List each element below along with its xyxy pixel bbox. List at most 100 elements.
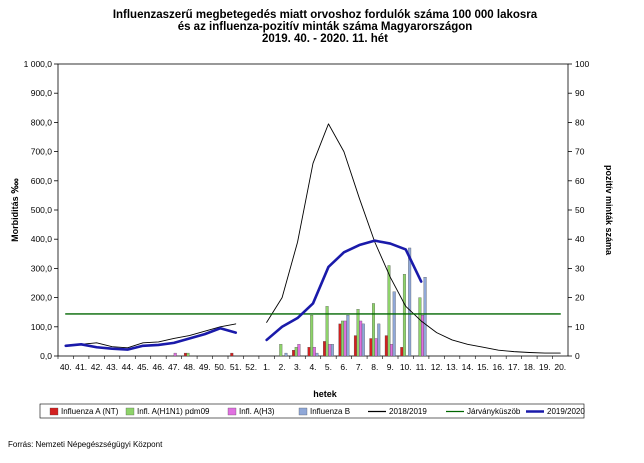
legend-swatch <box>298 407 308 416</box>
bar <box>390 344 394 357</box>
x-tick-label: 13. <box>446 362 458 372</box>
x-tick-label: 52. <box>245 362 257 372</box>
bar <box>384 335 388 357</box>
legend-label: Influenza A (NT) <box>61 407 119 416</box>
bar <box>279 344 283 357</box>
legend-label: Járványküszöb <box>467 407 521 416</box>
bar <box>387 265 391 357</box>
bar <box>418 297 422 357</box>
bar <box>183 352 187 357</box>
y-tick-label-right: 0 <box>575 351 580 361</box>
x-tick-label: 41. <box>75 362 87 372</box>
bar <box>353 335 357 357</box>
y-tick-label-left: 0,0 <box>40 351 52 361</box>
bar <box>328 344 332 357</box>
bar <box>325 306 329 357</box>
bar <box>400 347 404 357</box>
x-tick-label: 6. <box>340 362 347 372</box>
y-tick-label-right: 80 <box>575 117 585 127</box>
y-tick-label-left: 1 000,0 <box>24 59 53 69</box>
x-tick-label: 47. <box>168 362 180 372</box>
chart-title-line: 2019. 40. - 2020. 11. hét <box>262 33 388 45</box>
plot-border <box>57 63 569 357</box>
y-axis-label-left: Morbiditás ‱ <box>10 178 20 242</box>
bar-series <box>173 247 427 357</box>
bar <box>408 247 412 357</box>
x-tick-label: 9. <box>387 362 394 372</box>
chart-title-line: Influenzaszerű megbetegedés miatt orvosh… <box>113 9 538 21</box>
y-tick-label-right: 60 <box>575 176 585 186</box>
x-tick-label: 16. <box>493 362 505 372</box>
y-tick-label-right: 20 <box>575 293 585 303</box>
x-tick-label: 11. <box>416 362 427 372</box>
x-tick-label: 46. <box>153 362 165 372</box>
legend: Influenza A (NT) Infl. A(H1N1) pdm09 Infl.… <box>39 403 585 419</box>
bar <box>402 274 406 357</box>
x-tick-label: 42. <box>91 362 103 372</box>
bar <box>392 291 396 357</box>
y-tick-label-left: 100,0 <box>31 322 53 332</box>
x-tick-label: 51. <box>230 362 242 372</box>
legend-label: Infl. A(H3) <box>239 407 275 416</box>
bar <box>341 320 345 357</box>
y-tick-label-right: 10 <box>575 322 585 332</box>
bar <box>374 338 378 357</box>
x-tick-label: 48. <box>183 362 195 372</box>
bar <box>323 341 326 357</box>
x-tick-label: 10. <box>400 362 412 372</box>
bar <box>372 303 375 357</box>
y-tick-label-left: 900,0 <box>31 88 53 98</box>
line-2019-2020 <box>64 326 238 351</box>
bar <box>173 352 177 357</box>
axis-ticks: 0,0 100,0 200,0 300,0 400,0 500,0 600,0 700,0 80… <box>24 59 590 372</box>
x-tick-label: 40. <box>60 362 72 372</box>
x-tick-label: 45. <box>137 362 149 372</box>
y-tick-label-left: 500,0 <box>31 205 53 215</box>
bar <box>361 323 365 357</box>
bar <box>186 352 190 357</box>
y-axis-label-right: pozitív minták száma <box>604 165 614 256</box>
x-tick-label: 4. <box>309 362 316 372</box>
plot-area <box>57 63 569 357</box>
bar <box>346 314 350 357</box>
legend-label: Infl. A(H1N1) pdm09 <box>137 407 210 416</box>
x-tick-label: 8. <box>371 362 378 372</box>
y-tick-label-left: 400,0 <box>31 234 53 244</box>
y-tick-label-left: 800,0 <box>31 117 53 127</box>
y-tick-label-right: 50 <box>575 205 585 215</box>
y-tick-label-right: 100 <box>575 59 589 69</box>
legend-swatch <box>125 407 135 416</box>
y-tick-label-right: 90 <box>575 88 585 98</box>
legend-swatch <box>227 407 237 416</box>
bar <box>230 352 234 357</box>
legend-label: Influenza B <box>310 407 350 416</box>
x-tick-label: 20. <box>554 362 566 372</box>
bar <box>294 347 298 357</box>
x-axis-label: hetek <box>313 389 338 399</box>
bar <box>356 309 360 357</box>
bar <box>359 320 363 357</box>
x-tick-label: 2. <box>279 362 286 372</box>
x-tick-label: 49. <box>199 362 211 372</box>
line-2018-2019 <box>65 323 237 349</box>
bar <box>369 338 373 357</box>
legend-box <box>39 403 585 419</box>
x-tick-label: 17. <box>508 362 520 372</box>
x-tick-label: 3. <box>294 362 301 372</box>
bar <box>377 323 381 357</box>
line-2019-2020 <box>265 239 423 342</box>
bar <box>343 320 347 357</box>
bar <box>338 323 342 357</box>
y-tick-label-right: 70 <box>575 147 585 157</box>
bar <box>312 347 316 357</box>
bar <box>297 344 301 357</box>
x-tick-label: 5. <box>325 362 332 372</box>
bar <box>307 347 311 357</box>
x-tick-label: 15. <box>477 362 489 372</box>
source-note: Forrás: Nemzeti Népegészségügyi Központ <box>8 440 163 449</box>
bar <box>284 352 288 357</box>
bar <box>330 344 334 357</box>
x-tick-label: 43. <box>106 362 118 372</box>
legend-label: 2019/2020 <box>547 407 585 416</box>
